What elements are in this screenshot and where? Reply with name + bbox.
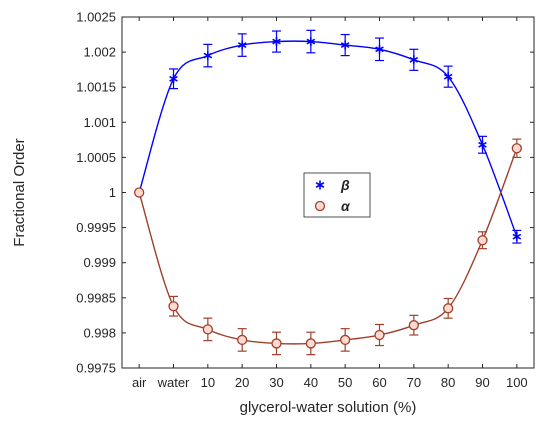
x-axis-title: glycerol-water solution (%) [240, 399, 417, 416]
y-tick-label: 1.0025 [76, 10, 116, 25]
series-beta [134, 29, 522, 244]
data-point [409, 55, 419, 65]
x-tick-label: 100 [506, 375, 528, 390]
data-point [202, 324, 213, 335]
x-tick-label: air [132, 375, 147, 390]
y-tick-label: 1.0015 [76, 80, 116, 95]
data-point [443, 303, 454, 314]
data-point [203, 51, 213, 61]
series-alpha [134, 138, 522, 356]
asterisk-stroke [169, 75, 178, 82]
data-point [272, 37, 281, 47]
data-point [478, 140, 487, 150]
legend-box [303, 172, 371, 218]
x-tick-label: 20 [235, 375, 249, 390]
asterisk-stroke [340, 42, 350, 49]
x-tick-label: 80 [441, 375, 455, 390]
data-point [340, 334, 351, 346]
x-tick-label: 40 [304, 375, 318, 390]
asterisk-stroke [203, 52, 213, 59]
data-point [168, 301, 179, 312]
asterisk-stroke [478, 141, 487, 148]
data-point [305, 338, 316, 349]
legend: βα [303, 172, 371, 218]
y-axis: 0.9975 0.998 0.9985 0.999 0.9995 1 1.0005 1.001… [76, 10, 534, 376]
data-point [134, 187, 145, 198]
y-tick-label: 1.002 [83, 45, 116, 60]
asterisk-stroke [375, 46, 384, 53]
asterisk-stroke [409, 56, 419, 63]
series-line [138, 40, 518, 237]
data-point [477, 235, 488, 246]
y-tick-label: 1.0005 [76, 150, 116, 165]
asterisk-stroke [443, 73, 453, 80]
x-tick-label: 90 [475, 375, 489, 390]
series-line [138, 148, 518, 345]
x-tick-label: 60 [372, 375, 386, 390]
legend-marker [315, 180, 325, 190]
data-point [306, 37, 316, 47]
data-point [237, 334, 248, 346]
asterisk-stroke [272, 38, 281, 45]
x-axis: air water 10 20 30 40 50 60 70 80 90 100 [132, 17, 528, 390]
y-tick-label: 0.9985 [76, 290, 116, 305]
x-tick-label: 30 [269, 375, 283, 390]
y-tick-label: 1.001 [83, 115, 116, 130]
data-point [169, 74, 178, 84]
x-tick-label: 70 [407, 375, 421, 390]
data-point [512, 232, 522, 242]
x-tick-label: 10 [201, 375, 215, 390]
legend-marker [314, 200, 326, 212]
data-point [511, 143, 522, 154]
asterisk-stroke [306, 38, 316, 45]
data-point [375, 44, 384, 54]
y-tick-label: 0.998 [83, 325, 116, 340]
series-layer [134, 29, 522, 356]
data-point [271, 338, 282, 349]
y-tick-label: 0.999 [83, 255, 116, 270]
data-point [340, 40, 350, 50]
x-tick-label: 50 [338, 375, 352, 390]
y-tick-label: 0.9995 [76, 220, 116, 235]
y-tick-label: 1 [109, 185, 116, 200]
data-point [237, 40, 247, 50]
legend-label: β [340, 177, 350, 193]
y-axis-title: Fractional Order [11, 138, 28, 246]
asterisk-stroke [237, 42, 247, 49]
y-tick-label: 0.9975 [76, 361, 116, 376]
x-tick-label: water [157, 375, 190, 390]
asterisk-stroke [512, 233, 522, 240]
data-point [408, 320, 419, 331]
data-point [374, 329, 385, 341]
legend-label: α [341, 198, 351, 214]
data-point [443, 72, 453, 82]
asterisk-stroke [315, 182, 325, 188]
